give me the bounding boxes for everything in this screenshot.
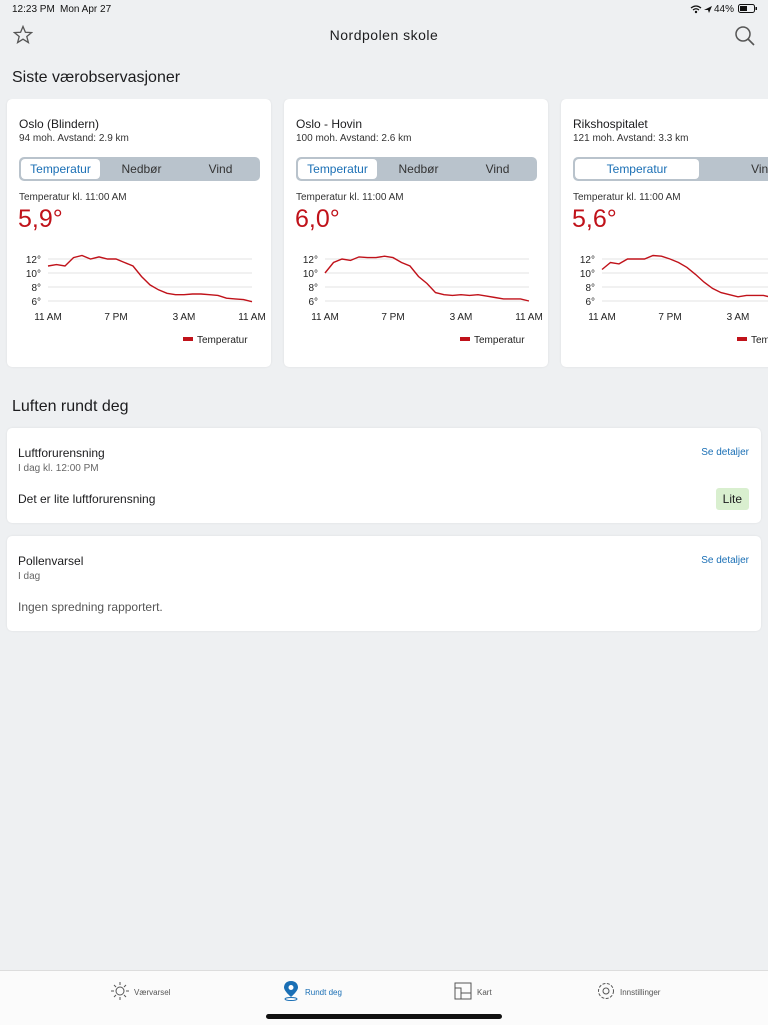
temperature-line xyxy=(324,255,530,302)
x-tick-label: 3 AM xyxy=(450,312,473,323)
x-tick-label: 11 AM xyxy=(34,312,62,323)
y-tick-label: 8° xyxy=(585,283,595,294)
x-tick-label: 7 PM xyxy=(658,312,681,323)
station-card: Oslo - Hovin 100 moh. Avstand: 2.6 km Temp… xyxy=(284,99,548,367)
segment[interactable]: Temperatur xyxy=(298,159,377,179)
x-tick-label: 7 PM xyxy=(381,312,404,323)
segment[interactable]: Temperatur xyxy=(21,159,100,179)
segment[interactable]: Nedbør xyxy=(398,162,439,176)
segment[interactable]: Vind xyxy=(751,162,768,176)
y-tick-label: 6° xyxy=(585,297,595,308)
reading-label: Temperatur kl. 11:00 AM xyxy=(296,192,404,203)
legend-label: Temperatur xyxy=(751,335,768,346)
tab-icon xyxy=(598,983,614,999)
y-tick-label: 10° xyxy=(26,269,41,280)
legend-label: Temperatur xyxy=(474,335,525,346)
station-info: 100 moh. Avstand: 2.6 km xyxy=(296,133,412,144)
current-temperature: 5,6° xyxy=(572,205,617,233)
battery-icon xyxy=(738,4,757,13)
temperature-chart: 6° 8° 10° 12° 11 AM 7 PM 3 AM Temperatur xyxy=(580,254,768,346)
station-name: Rikshospitalet xyxy=(573,117,648,131)
x-tick-label: 11 AM xyxy=(515,312,543,323)
station-card: Oslo (Blindern) 94 moh. Avstand: 2.9 km Te… xyxy=(7,99,271,367)
segmented-control: Temperatur Nedbør Vind xyxy=(19,157,260,181)
tab-label[interactable]: Innstillinger xyxy=(620,988,661,997)
pollution-card: Luftforurensning I dag kl. 12:00 PM Se d… xyxy=(7,428,761,523)
y-tick-label: 12° xyxy=(26,255,41,266)
tab-icon xyxy=(284,981,298,1001)
details-link[interactable]: Se detaljer xyxy=(701,447,749,458)
y-tick-label: 12° xyxy=(303,255,318,266)
pollen-card: Pollenvarsel I dag Se detaljer Ingen spr… xyxy=(7,536,761,631)
status-icons xyxy=(690,5,712,14)
x-tick-label: 7 PM xyxy=(104,312,127,323)
x-tick-label: 3 AM xyxy=(727,312,750,323)
card-text: Ingen spredning rapportert. xyxy=(18,600,163,614)
y-tick-label: 6° xyxy=(308,297,318,308)
x-tick-label: 11 AM xyxy=(238,312,266,323)
section-title: Siste værobservasjoner xyxy=(12,69,181,86)
tab-label[interactable]: Værvarsel xyxy=(134,988,171,997)
segment[interactable]: Temperatur xyxy=(575,159,699,179)
tab-icon xyxy=(111,982,129,1000)
card-text: Det er lite luftforurensning xyxy=(18,492,156,506)
current-temperature: 6,0° xyxy=(295,205,340,233)
details-link[interactable]: Se detaljer xyxy=(701,555,749,566)
card-title: Pollenvarsel xyxy=(18,554,84,568)
segment[interactable]: Vind xyxy=(208,162,233,176)
reading-label: Temperatur kl. 11:00 AM xyxy=(573,192,681,203)
station-card: Rikshospitalet 121 moh. Avstand: 3.3 km Te… xyxy=(561,99,768,367)
temperature-line xyxy=(601,254,768,298)
reading-label: Temperatur kl. 11:00 AM xyxy=(19,192,127,203)
tab-label[interactable]: Rundt deg xyxy=(305,988,342,997)
y-tick-label: 8° xyxy=(308,283,318,294)
x-tick-label: 11 AM xyxy=(588,312,616,323)
segmented-control: Temperatur Nedbør Vind xyxy=(296,157,537,181)
search-button[interactable] xyxy=(734,25,756,47)
x-tick-label: 11 AM xyxy=(311,312,339,323)
station-name: Oslo - Hovin xyxy=(296,117,363,131)
y-tick-label: 6° xyxy=(31,297,41,308)
temperature-chart: 6° 8° 10° 12° 11 AM 7 PM 3 AM 11 AM Temperatur xyxy=(26,254,266,346)
station-info: 94 moh. Avstand: 2.9 km xyxy=(19,133,129,144)
tab-bar: Værvarsel Rundt deg Kart Innstillinger xyxy=(0,970,768,1025)
tab-icon xyxy=(454,982,472,1000)
current-temperature: 5,9° xyxy=(18,205,63,233)
favorite-button[interactable] xyxy=(13,25,33,45)
segmented-control: Temperatur Vind xyxy=(573,157,768,181)
card-time: I dag xyxy=(18,571,41,582)
card-time: I dag kl. 12:00 PM xyxy=(18,463,99,474)
header-title: Nordpolen skole xyxy=(329,27,439,43)
y-tick-label: 10° xyxy=(580,269,595,280)
segment[interactable]: Nedbør xyxy=(121,162,162,176)
y-tick-label: 12° xyxy=(580,255,595,266)
status-time: 12:23 PM xyxy=(12,4,55,15)
x-tick-label: 3 AM xyxy=(173,312,196,323)
y-tick-label: 8° xyxy=(31,283,41,294)
status-battery: 44% xyxy=(714,4,735,15)
segment[interactable]: Vind xyxy=(485,162,510,176)
station-carousel[interactable]: Oslo (Blindern) 94 moh. Avstand: 2.9 km Te… xyxy=(0,99,768,369)
status-date: Mon Apr 27 xyxy=(60,4,112,15)
tab-label[interactable]: Kart xyxy=(477,988,492,997)
card-title: Luftforurensning xyxy=(18,446,105,460)
y-tick-label: 10° xyxy=(303,269,318,280)
temperature-chart: 6° 8° 10° 12° 11 AM 7 PM 3 AM 11 AM Temperatur xyxy=(303,255,543,346)
level-badge: Lite xyxy=(715,488,749,510)
home-indicator xyxy=(266,1014,502,1019)
legend-swatch xyxy=(460,337,470,341)
legend-swatch xyxy=(183,337,193,341)
legend-label: Temperatur xyxy=(197,335,248,346)
section-title: Luften rundt deg xyxy=(12,398,129,415)
legend-swatch xyxy=(737,337,747,341)
temperature-line xyxy=(47,254,253,303)
station-info: 121 moh. Avstand: 3.3 km xyxy=(573,133,689,144)
station-name: Oslo (Blindern) xyxy=(19,117,100,131)
